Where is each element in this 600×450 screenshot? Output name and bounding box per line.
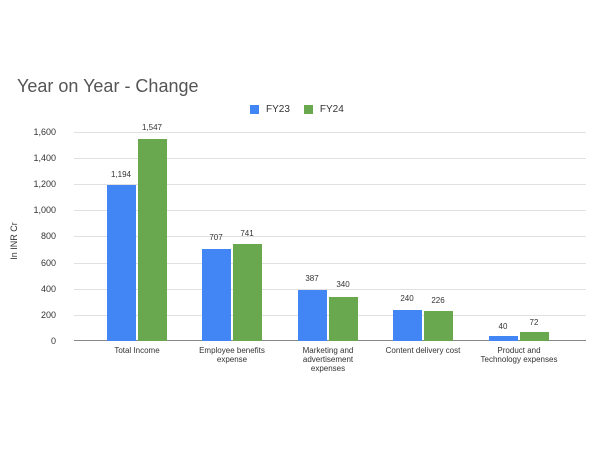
gridline <box>74 132 586 133</box>
x-label-line: Product and <box>497 346 541 355</box>
legend-label-fy23: FY23 <box>266 104 290 115</box>
value-label: 707 <box>209 233 223 242</box>
x-label-product-tech: Product and Technology expenses <box>464 346 574 364</box>
legend-label-fy24: FY24 <box>319 104 344 115</box>
bar-fy24-marketing <box>329 297 358 341</box>
value-label: 340 <box>336 280 350 289</box>
gridline <box>74 263 586 264</box>
x-label-line: Employee benefits <box>199 346 265 355</box>
y-tick: 1,400 <box>33 153 56 163</box>
legend-swatch-fy23 <box>250 105 259 114</box>
bar-fy24-total-income <box>138 139 167 341</box>
value-label: 741 <box>240 229 254 238</box>
y-tick: 200 <box>40 310 56 320</box>
value-label: 1,194 <box>110 170 132 179</box>
gridline <box>74 184 586 185</box>
value-label: 40 <box>498 322 508 331</box>
chart-title: Year on Year - Change <box>17 76 199 96</box>
x-label-total-income: Total Income <box>82 346 192 355</box>
x-label-line: Total Income <box>114 346 160 355</box>
y-tick: 1,600 <box>33 127 56 137</box>
gridline <box>74 210 586 211</box>
x-label-line: Content delivery cost <box>385 346 461 355</box>
x-label-line: Technology expenses <box>480 355 558 364</box>
bar-fy23-content-delivery <box>393 310 422 341</box>
value-label: 226 <box>431 296 445 305</box>
legend-item-fy24: FY24 <box>303 104 344 115</box>
bar-fy23-marketing <box>298 290 327 341</box>
y-tick: 400 <box>40 284 56 294</box>
value-label: 1,547 <box>141 123 163 132</box>
legend-swatch-fy24 <box>303 105 313 114</box>
x-label-marketing: Marketing and advertisement expenses <box>273 346 383 373</box>
gridline <box>74 236 586 237</box>
x-label-line: advertisement <box>302 355 354 364</box>
bar-fy23-total-income <box>107 185 136 341</box>
plot-area: 0 200 400 600 800 1,000 1,200 1,400 1,60… <box>33 123 586 373</box>
y-tick: 600 <box>40 258 56 268</box>
x-label-line: expenses <box>310 364 346 373</box>
y-tick: 0 <box>50 336 56 346</box>
legend: FY23 FY24 <box>250 104 358 115</box>
x-label-line: Marketing and <box>302 346 354 355</box>
legend-item-fy23: FY23 <box>250 104 290 115</box>
bar-fy24-employee-benefits <box>233 244 262 341</box>
bar-fy24-content-delivery <box>424 311 453 341</box>
value-label: 72 <box>529 318 539 327</box>
x-label-employee-benefits: Employee benefits expense <box>177 346 287 364</box>
x-label-line: expense <box>216 355 248 364</box>
value-label: 387 <box>305 274 319 283</box>
y-tick: 1,200 <box>33 179 56 189</box>
gridline <box>74 289 586 290</box>
bar-fy23-product-tech <box>489 336 518 341</box>
y-tick: 1,000 <box>33 205 56 215</box>
gridline <box>74 158 586 159</box>
bar-fy24-product-tech <box>520 332 549 341</box>
bar-fy23-employee-benefits <box>202 249 231 341</box>
y-tick: 800 <box>40 231 56 241</box>
x-label-content-delivery: Content delivery cost <box>368 346 478 355</box>
value-label: 240 <box>400 294 414 303</box>
